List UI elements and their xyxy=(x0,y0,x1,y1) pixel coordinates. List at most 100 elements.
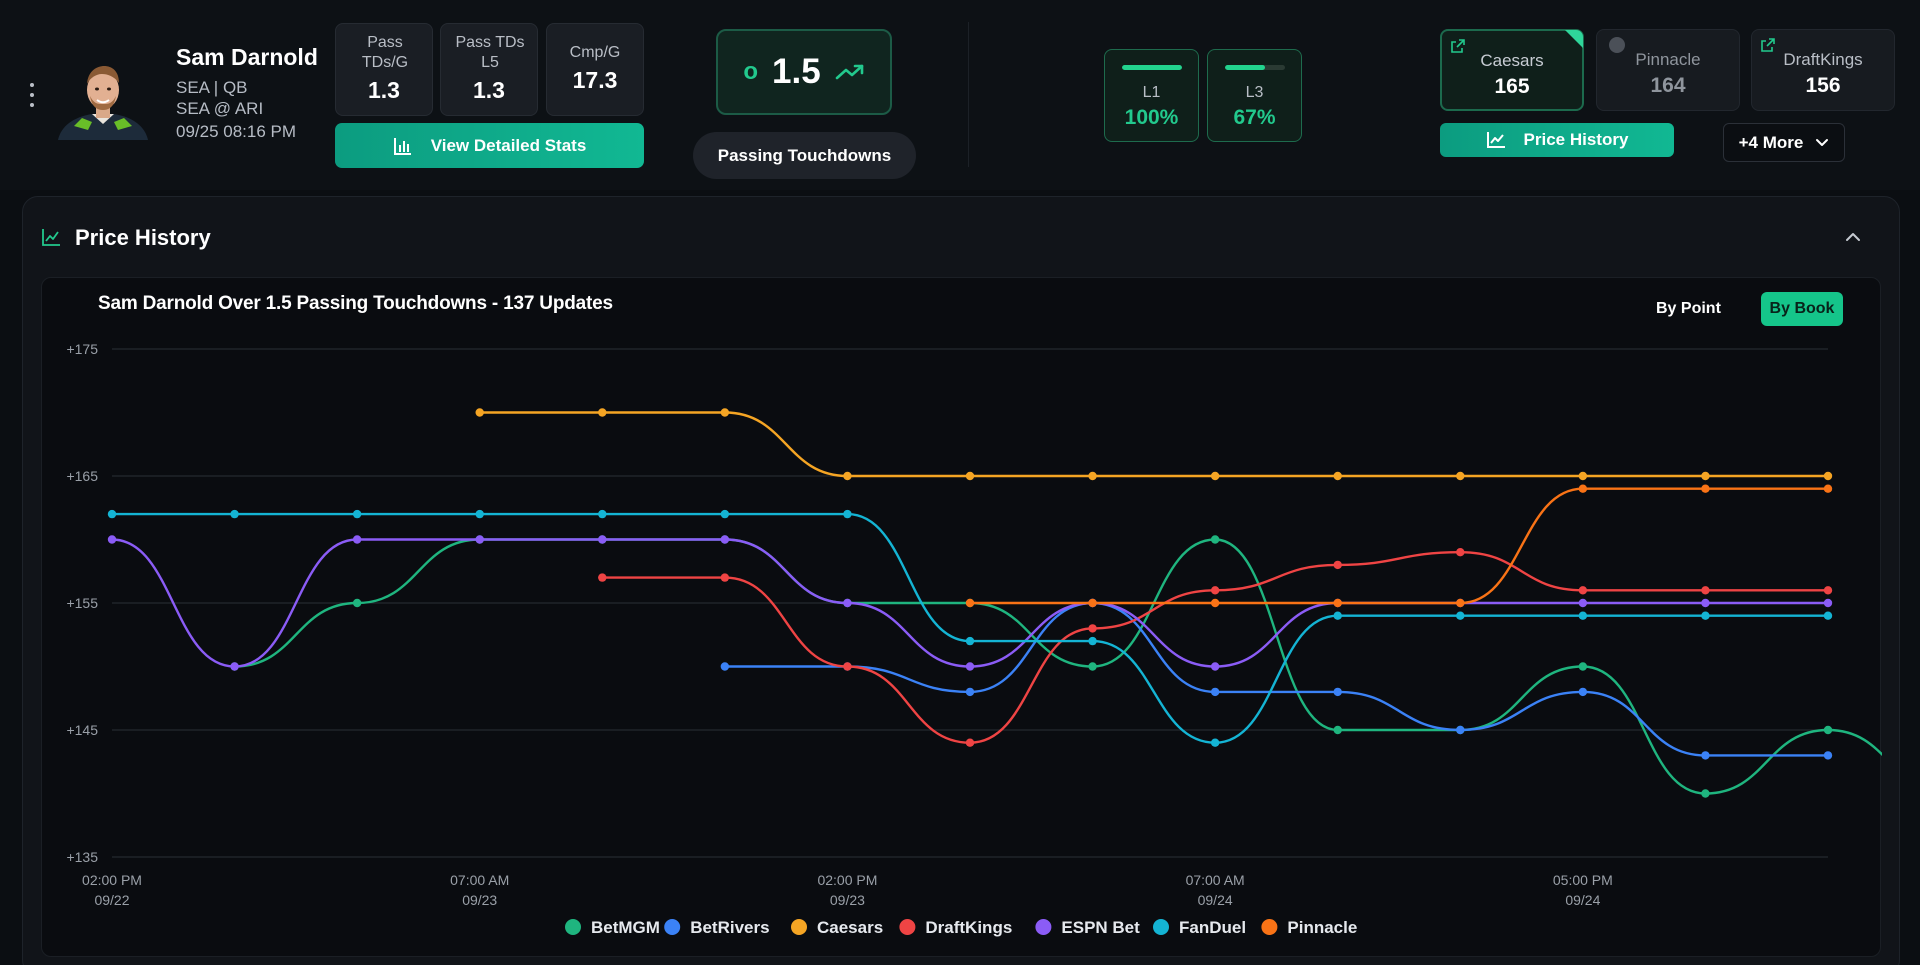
book-price: 164 xyxy=(1650,74,1686,97)
data-point xyxy=(107,509,117,519)
stat-label: Pass TDs L5 xyxy=(455,34,525,71)
more-books-label: +4 More xyxy=(1738,132,1804,152)
price-history-label: Price History xyxy=(1523,130,1629,149)
legend-label: Pinnacle xyxy=(1287,918,1357,937)
x-tick-date: 09/22 xyxy=(94,892,129,908)
book-price: 156 xyxy=(1805,74,1841,97)
prop-line: o 1.5 xyxy=(716,29,892,115)
stat-completions-per-game: Cmp/G 17.3 xyxy=(546,23,644,116)
data-point xyxy=(1088,471,1097,481)
hit-rate-l3: L3 67% xyxy=(1207,49,1302,142)
more-options-icon[interactable] xyxy=(28,83,36,107)
player-avatar xyxy=(52,60,154,140)
data-point xyxy=(107,535,117,544)
stat-value: 1.3 xyxy=(368,77,400,103)
data-point xyxy=(352,598,362,608)
book-name: Pinnacle xyxy=(1635,50,1701,69)
data-point xyxy=(720,662,730,671)
data-point xyxy=(1088,598,1097,608)
by-point-toggle[interactable]: By Point xyxy=(1656,300,1721,317)
market-pill[interactable]: Passing Touchdowns xyxy=(693,132,916,179)
external-link-icon[interactable] xyxy=(1450,38,1466,54)
book-status-dot-icon xyxy=(1609,37,1625,53)
data-point xyxy=(1333,471,1342,481)
line-chart-icon xyxy=(1486,132,1505,148)
legend-label: ESPN Bet xyxy=(1061,918,1140,937)
book-pinnacle[interactable]: Pinnacle 164 xyxy=(1596,29,1740,111)
stat-label: Pass TDs/G xyxy=(361,34,409,71)
data-point xyxy=(965,471,975,481)
series-line-draftkings xyxy=(602,550,1828,744)
book-draftkings[interactable]: DraftKings 156 xyxy=(1751,29,1895,111)
data-point xyxy=(1701,598,1710,608)
stat-value: 17.3 xyxy=(572,67,618,93)
legend-swatch xyxy=(664,919,681,935)
book-price: 165 xyxy=(1494,75,1530,98)
chevron-down-icon xyxy=(1816,138,1829,146)
view-detailed-stats-button[interactable]: View Detailed Stats xyxy=(335,123,644,168)
x-tick-time: 07:00 AM xyxy=(450,872,509,888)
data-point xyxy=(598,535,607,544)
by-book-toggle[interactable]: By Book xyxy=(1761,292,1843,326)
data-point xyxy=(720,573,730,582)
x-tick-time: 07:00 AM xyxy=(1186,872,1245,888)
data-point xyxy=(475,535,484,544)
y-tick-label: +155 xyxy=(66,595,98,611)
data-point xyxy=(598,509,607,519)
bar-chart-icon xyxy=(393,137,411,155)
trending-up-icon xyxy=(835,64,863,80)
stat-value: 1.3 xyxy=(473,77,505,103)
data-point xyxy=(1333,725,1342,735)
price-history-button[interactable]: Price History xyxy=(1440,123,1674,157)
chart-canvas: +175 +165 +155 +145 +135 02:00 PM 09/22 07:00 A… xyxy=(66,341,1882,937)
legend-swatch xyxy=(791,919,807,935)
stat-pass-tds-per-game: Pass TDs/G 1.3 xyxy=(335,23,433,116)
divider xyxy=(968,22,969,167)
data-point xyxy=(1578,598,1588,608)
line-value: 1.5 xyxy=(772,52,821,91)
x-tick-date: 09/24 xyxy=(1198,892,1233,908)
legend-swatch xyxy=(1153,919,1169,935)
y-tick-label: +165 xyxy=(66,468,98,484)
data-point xyxy=(1578,484,1588,493)
y-tick-label: +145 xyxy=(66,722,98,738)
data-point xyxy=(965,598,975,608)
more-books-dropdown[interactable]: +4 More xyxy=(1723,123,1845,162)
data-point xyxy=(598,408,607,417)
series-line-betrivers xyxy=(724,601,1828,757)
data-point xyxy=(1823,611,1833,620)
data-point xyxy=(1578,662,1588,671)
data-point xyxy=(475,509,484,519)
x-tick-date: 09/24 xyxy=(1565,892,1600,908)
player-name: Sam Darnold xyxy=(176,44,318,70)
legend-label: BetRivers xyxy=(690,918,769,937)
data-point xyxy=(720,408,730,417)
book-caesars[interactable]: Caesars 165 xyxy=(1440,29,1584,111)
data-point xyxy=(1210,535,1220,544)
data-point xyxy=(1210,471,1220,481)
panel-title: Price History xyxy=(75,225,211,250)
legend-label: BetMGM xyxy=(591,918,660,937)
data-point xyxy=(1823,725,1833,735)
data-point xyxy=(1701,751,1710,760)
legend-swatch xyxy=(1261,919,1278,935)
data-point xyxy=(1333,611,1342,620)
hit-rate-label: L1 xyxy=(1142,84,1161,101)
data-point xyxy=(1701,586,1710,595)
hit-rate-bar xyxy=(1121,65,1182,70)
data-point xyxy=(475,408,484,417)
data-point xyxy=(1333,598,1342,608)
data-point xyxy=(352,535,362,544)
data-point xyxy=(1701,471,1710,481)
data-point xyxy=(1823,471,1833,481)
hit-rate-label: L3 xyxy=(1245,84,1264,101)
data-point xyxy=(598,573,607,582)
data-point xyxy=(1823,484,1833,493)
external-link-icon[interactable] xyxy=(1760,37,1776,53)
legend-swatch xyxy=(565,919,581,935)
book-name: Caesars xyxy=(1480,51,1544,70)
legend-label: Caesars xyxy=(817,918,883,937)
chevron-up-icon[interactable] xyxy=(1843,227,1863,247)
data-point xyxy=(1456,725,1465,735)
data-point xyxy=(1333,560,1342,570)
